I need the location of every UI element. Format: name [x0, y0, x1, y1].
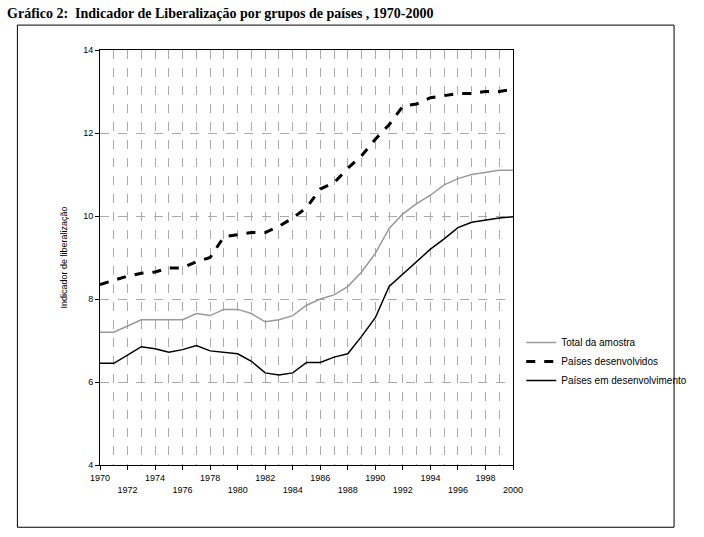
svg-text:Total da amostra: Total da amostra	[561, 337, 635, 348]
svg-text:1978: 1978	[200, 473, 220, 483]
svg-text:2000: 2000	[503, 485, 523, 495]
svg-text:14: 14	[83, 45, 93, 55]
svg-text:1994: 1994	[420, 473, 440, 483]
svg-text:Países desenvolvidos: Países desenvolvidos	[561, 356, 658, 367]
svg-text:1974: 1974	[145, 473, 165, 483]
svg-text:12: 12	[83, 128, 93, 138]
svg-text:1998: 1998	[475, 473, 495, 483]
svg-text:1982: 1982	[255, 473, 275, 483]
svg-text:10: 10	[83, 211, 93, 221]
svg-text:1986: 1986	[310, 473, 330, 483]
svg-text:1972: 1972	[118, 485, 138, 495]
svg-text:6: 6	[88, 377, 93, 387]
svg-text:1984: 1984	[283, 485, 303, 495]
svg-text:4: 4	[88, 460, 93, 470]
svg-text:1992: 1992	[393, 485, 413, 495]
svg-text:8: 8	[88, 294, 93, 304]
svg-text:1970: 1970	[90, 473, 110, 483]
svg-text:1976: 1976	[173, 485, 193, 495]
svg-text:1990: 1990	[365, 473, 385, 483]
svg-text:1980: 1980	[228, 485, 248, 495]
svg-text:1996: 1996	[448, 485, 468, 495]
svg-text:Gráfico 2: Indicador de Liber: Gráfico 2: Indicador de Liberalização po…	[7, 6, 433, 21]
svg-text:1988: 1988	[338, 485, 358, 495]
svg-text:Indicador de liberalização: Indicador de liberalização	[59, 206, 69, 308]
svg-text:Países em desenvolvimento: Países em desenvolvimento	[561, 375, 687, 386]
